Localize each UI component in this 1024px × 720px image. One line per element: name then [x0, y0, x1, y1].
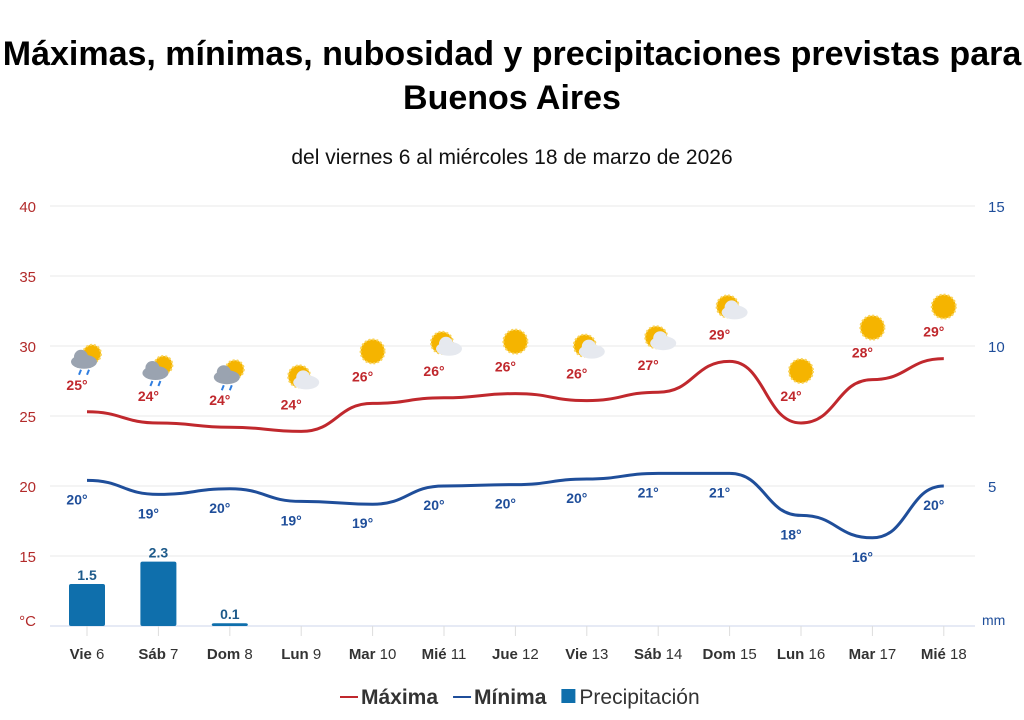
- x-tick-label: Mié 18: [921, 646, 967, 663]
- data-label-max: 25°: [66, 377, 87, 393]
- legend-label: Precipitación: [579, 686, 699, 709]
- data-label-min: 19°: [281, 512, 302, 528]
- cloud-icon: [724, 300, 739, 315]
- data-label-min: 20°: [423, 497, 444, 513]
- data-label-min: 20°: [209, 500, 230, 516]
- x-tick-label: Mié 11: [422, 646, 467, 663]
- rain-icon: [78, 369, 82, 376]
- y-left-tick: 25: [19, 409, 36, 426]
- data-label-max: 26°: [495, 359, 516, 375]
- data-label-min: 18°: [780, 526, 801, 542]
- data-label-max: 24°: [138, 388, 159, 404]
- y-left-tick: 30: [19, 339, 36, 356]
- data-label-min: 19°: [352, 515, 373, 531]
- x-tick-label: Lun 9: [281, 646, 321, 663]
- x-tick-label: Mar 10: [349, 646, 397, 663]
- sun-icon: [502, 328, 529, 355]
- cloud-icon: [74, 349, 88, 364]
- data-label-min: 20°: [495, 496, 516, 512]
- x-tick-label: Sáb 7: [138, 646, 178, 663]
- data-label-min: 20°: [66, 491, 87, 507]
- data-label-min: 19°: [138, 505, 159, 521]
- data-label-max: 24°: [780, 388, 801, 404]
- rain-icon: [220, 384, 225, 391]
- data-label-max: 26°: [352, 368, 373, 384]
- y-left-tick: 35: [19, 269, 36, 286]
- rain-icon: [228, 384, 233, 391]
- rain-icon: [149, 380, 154, 387]
- series-line-max: [86, 357, 944, 433]
- sun-icon: [788, 358, 814, 384]
- data-label-max: 26°: [566, 366, 587, 382]
- x-tick-label: Sáb 14: [634, 646, 682, 663]
- chart-title: Máximas, mínimas, nubosidad y precipitac…: [2, 35, 1022, 117]
- data-label-max: 26°: [423, 363, 444, 379]
- data-label-max: 29°: [923, 324, 944, 340]
- legend-swatch: [561, 689, 576, 703]
- y-right-tick: 15: [988, 199, 1005, 216]
- cloud-icon: [653, 331, 668, 346]
- y-left-unit: °C: [19, 613, 36, 630]
- data-label-max: 24°: [209, 392, 230, 408]
- cloud-icon: [216, 365, 231, 380]
- series-line-min: [86, 471, 944, 540]
- precip-bar: [140, 561, 177, 626]
- cloud-icon: [581, 339, 596, 354]
- precip-label: 2.3: [149, 545, 169, 561]
- y-right-tick: 10: [988, 339, 1005, 356]
- precip-label: 1.5: [77, 567, 97, 583]
- rain-icon: [86, 369, 90, 376]
- cloud-icon: [145, 361, 160, 375]
- data-label-max: 24°: [281, 396, 302, 412]
- data-label-min: 21°: [638, 484, 659, 500]
- x-tick-label: Dom 8: [207, 646, 253, 663]
- sun-icon: [930, 293, 957, 320]
- y-right-unit: mm: [982, 612, 1005, 628]
- legend-label: Mínima: [474, 686, 547, 709]
- chart-subtitle: del viernes 6 al miércoles 18 de marzo d…: [291, 146, 733, 169]
- precip-label: 0.1: [220, 606, 240, 622]
- rain-icon: [157, 380, 162, 387]
- data-label-max: 27°: [638, 357, 659, 373]
- sun-icon: [359, 338, 386, 365]
- legend-label: Máxima: [361, 686, 438, 709]
- y-left-tick: 15: [19, 549, 36, 566]
- sun-icon: [859, 314, 886, 341]
- data-label-max: 28°: [852, 345, 873, 361]
- x-tick-label: Lun 16: [777, 646, 825, 663]
- data-label-min: 16°: [852, 549, 873, 565]
- data-label-min: 20°: [566, 490, 587, 506]
- cloud-icon: [439, 336, 453, 351]
- cloud-icon: [296, 370, 311, 385]
- data-label-min: 21°: [709, 484, 730, 500]
- x-tick-label: Mar 17: [849, 646, 897, 663]
- precip-bar: [69, 584, 105, 626]
- data-label-max: 29°: [709, 326, 730, 342]
- x-tick-label: Jue 12: [492, 646, 539, 663]
- x-tick-label: Dom 15: [702, 646, 756, 663]
- y-left-tick: 40: [19, 199, 36, 216]
- x-tick-label: Vie 13: [565, 646, 608, 663]
- y-left-tick: 20: [19, 479, 36, 496]
- data-label-min: 20°: [923, 497, 944, 513]
- y-right-tick: 5: [988, 479, 996, 496]
- precip-bar: [211, 623, 248, 626]
- x-tick-label: Vie 6: [70, 646, 105, 663]
